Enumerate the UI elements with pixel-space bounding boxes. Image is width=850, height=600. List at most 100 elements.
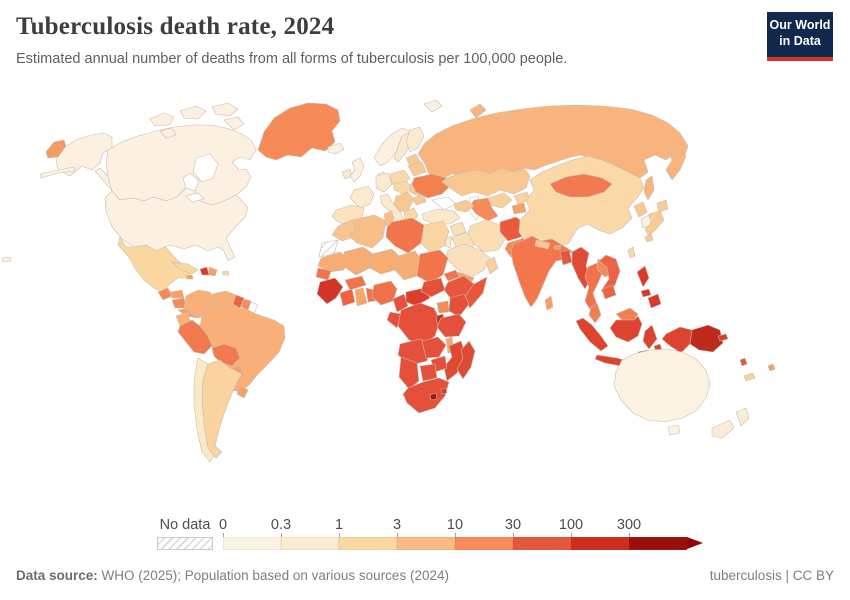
country-vanuatu[interactable] xyxy=(739,357,748,367)
country-nigeria[interactable] xyxy=(371,280,398,306)
legend-segment-0.3[interactable] xyxy=(281,537,339,550)
country-belarus[interactable] xyxy=(407,161,427,177)
country-peru[interactable] xyxy=(177,319,213,355)
country-south-africa[interactable] xyxy=(402,377,450,414)
country-iran[interactable] xyxy=(467,219,507,253)
country-svalbard[interactable] xyxy=(423,99,443,113)
country-namibia[interactable] xyxy=(398,356,420,390)
country-nicaragua[interactable] xyxy=(171,297,187,309)
country-canada-arctic-islands[interactable] xyxy=(149,102,245,139)
country-bhutan[interactable] xyxy=(553,244,562,251)
country-mozambique[interactable] xyxy=(443,340,467,382)
country-oman[interactable] xyxy=(485,256,499,275)
country-turkey[interactable] xyxy=(421,208,461,225)
country-russia[interactable] xyxy=(417,103,689,201)
country-gabon-congo[interactable] xyxy=(386,311,402,329)
country-libya[interactable] xyxy=(385,217,425,254)
country-france[interactable] xyxy=(349,185,375,209)
country-finland[interactable] xyxy=(405,126,425,153)
country-puerto-rico[interactable] xyxy=(221,270,230,276)
country-kenya[interactable] xyxy=(448,293,470,318)
country-mali[interactable] xyxy=(343,246,374,276)
country-lesotho[interactable] xyxy=(429,392,438,401)
country-argentina[interactable] xyxy=(201,359,243,459)
country-iceland[interactable] xyxy=(327,142,345,155)
country-jordan-israel[interactable] xyxy=(444,235,453,249)
country-algeria[interactable] xyxy=(348,214,387,249)
country-uganda[interactable] xyxy=(436,300,450,314)
legend-segment-300[interactable] xyxy=(629,537,687,550)
no-data-swatch[interactable] xyxy=(157,537,213,550)
country-hawaii[interactable] xyxy=(1,256,12,263)
country-honduras[interactable] xyxy=(169,289,185,299)
country-bulgaria[interactable] xyxy=(411,194,427,206)
country-madagascar[interactable] xyxy=(456,340,476,380)
country-mexico[interactable] xyxy=(117,236,193,293)
country-sudan[interactable] xyxy=(416,249,449,284)
country-saudi-arabia[interactable] xyxy=(445,243,491,279)
country-central-europe[interactable] xyxy=(393,180,413,195)
country-new-caledonia[interactable] xyxy=(743,372,756,382)
country-eritrea[interactable] xyxy=(443,269,460,282)
country-ukraine[interactable] xyxy=(411,173,451,199)
country-greenland[interactable] xyxy=(257,102,341,161)
legend-segment-0[interactable] xyxy=(223,537,281,550)
legend-segment-10[interactable] xyxy=(455,537,513,550)
country-japan[interactable] xyxy=(644,199,669,243)
country-fiji[interactable] xyxy=(767,363,776,372)
legend-segment-3[interactable] xyxy=(397,537,455,550)
country-uzbekistan[interactable] xyxy=(487,192,513,209)
country-burkina-faso[interactable] xyxy=(344,275,367,291)
country-baltic-states[interactable] xyxy=(405,153,421,167)
country-greece[interactable] xyxy=(403,207,419,223)
country-sri-lanka[interactable] xyxy=(544,295,554,311)
country-jamaica[interactable] xyxy=(185,274,194,280)
country-dominican-republic[interactable] xyxy=(208,266,218,277)
country-taiwan[interactable] xyxy=(627,246,636,259)
legend-segment-30[interactable] xyxy=(513,537,571,550)
country-north-korea[interactable] xyxy=(633,201,648,218)
country-tajikistan[interactable] xyxy=(511,202,527,215)
country-alaska[interactable] xyxy=(55,132,117,191)
country-eswatini[interactable] xyxy=(440,387,448,395)
country-ivory-coast[interactable] xyxy=(339,288,356,307)
country-angola[interactable] xyxy=(397,338,432,366)
country-new-zealand[interactable] xyxy=(711,407,750,439)
country-balkans[interactable] xyxy=(393,191,415,213)
country-uruguay[interactable] xyxy=(236,385,249,399)
country-united-kingdom[interactable] xyxy=(349,157,365,183)
country-kazakhstan[interactable] xyxy=(441,167,531,197)
country-dr-congo[interactable] xyxy=(397,302,441,346)
owid-logo[interactable]: Our World in Data xyxy=(767,12,833,61)
country-philippines[interactable] xyxy=(636,265,662,309)
license-note[interactable]: tuberculosis | CC BY xyxy=(709,568,834,583)
country-cameroon[interactable] xyxy=(392,293,409,313)
country-nepal[interactable] xyxy=(534,239,551,250)
country-egypt[interactable] xyxy=(420,220,450,254)
country-papua-new-guinea[interactable] xyxy=(689,324,724,353)
country-south-sudan[interactable] xyxy=(420,277,446,298)
country-germany[interactable] xyxy=(375,172,393,193)
country-niger[interactable] xyxy=(369,248,400,275)
country-somalia[interactable] xyxy=(463,276,488,309)
country-caucasus[interactable] xyxy=(453,199,475,213)
country-australia[interactable] xyxy=(613,348,711,423)
legend-segment-100[interactable] xyxy=(571,537,629,550)
country-india[interactable] xyxy=(510,235,573,308)
country-guinea-sierra-leone-liberia[interactable] xyxy=(316,277,344,305)
country-tanzania[interactable] xyxy=(436,313,467,338)
country-aleutian-islands[interactable] xyxy=(39,166,76,179)
country-ghana[interactable] xyxy=(354,287,368,307)
country-mongolia[interactable] xyxy=(549,173,613,198)
country-haiti[interactable] xyxy=(199,266,210,276)
country-tasmania[interactable] xyxy=(667,424,681,436)
country-brazil[interactable] xyxy=(199,299,286,393)
country-malaysia[interactable] xyxy=(588,302,639,324)
legend-segment-1[interactable] xyxy=(339,537,397,550)
country-cuba[interactable] xyxy=(171,261,199,275)
country-solomon-islands[interactable] xyxy=(717,333,729,342)
country-zambia[interactable] xyxy=(421,336,447,359)
country-mauritania[interactable] xyxy=(317,251,350,273)
country-botswana[interactable] xyxy=(419,363,438,382)
country-ireland[interactable] xyxy=(341,168,353,180)
